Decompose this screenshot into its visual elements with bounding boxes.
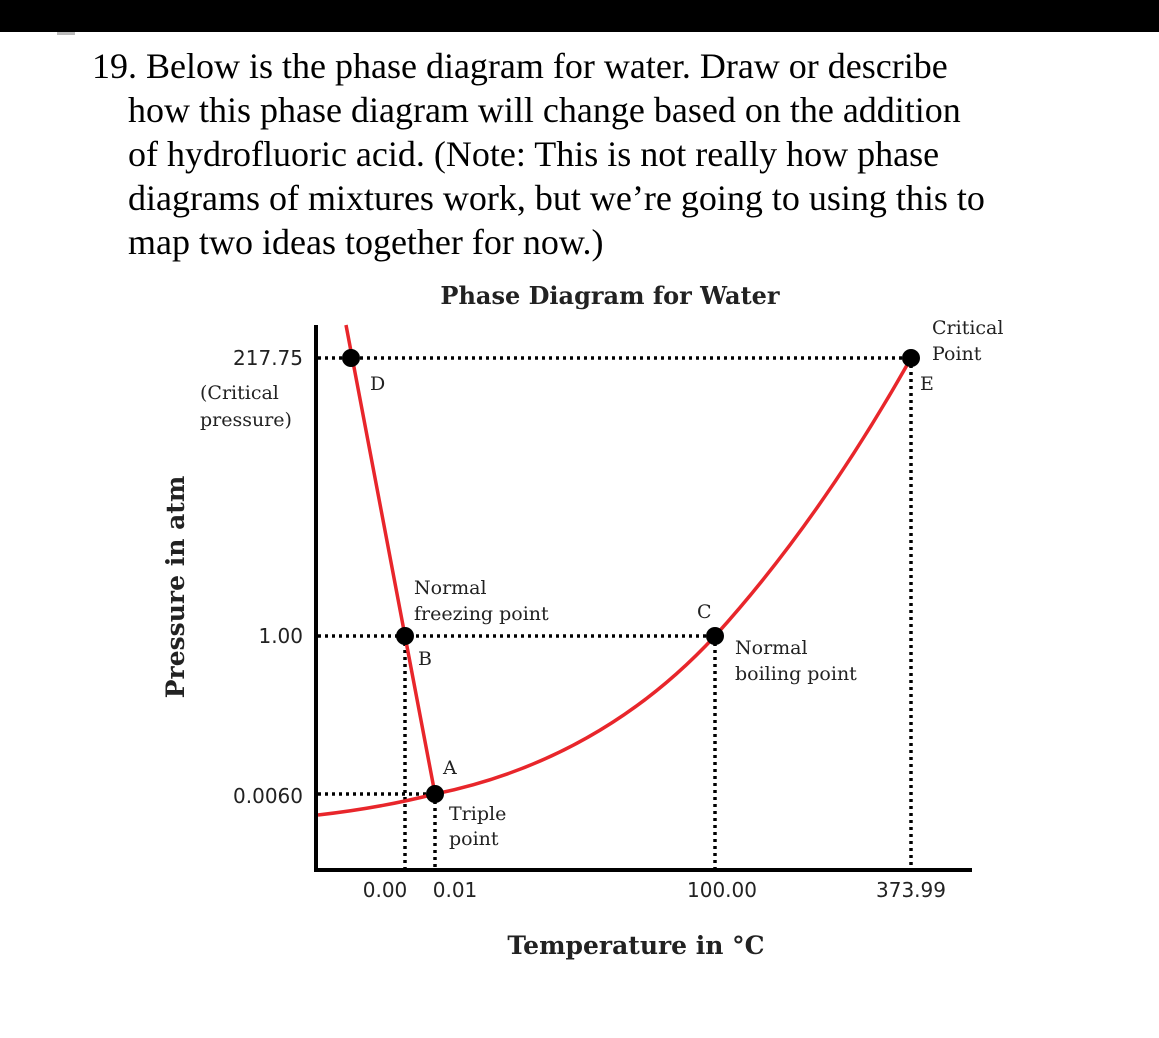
- point-c: [706, 627, 724, 645]
- question-line: 19. Below is the phase diagram for water…: [92, 46, 948, 86]
- letter-e: E: [920, 373, 934, 395]
- freezing-point-label: freezing point: [414, 603, 549, 625]
- letter-c: C: [697, 601, 712, 623]
- letter-a: A: [442, 757, 457, 779]
- point-a: [426, 785, 444, 803]
- boiling-point-label: Normal: [735, 637, 808, 659]
- critical-point-label: Critical: [932, 317, 1003, 339]
- guide-lines: [318, 356, 913, 868]
- point-b: [396, 627, 414, 645]
- point-e: [902, 349, 920, 367]
- y-tick: 1.00: [258, 624, 303, 648]
- critical-point-label: Point: [932, 343, 982, 365]
- y-tick: 217.75: [233, 346, 303, 370]
- boiling-point-label: boiling point: [735, 663, 857, 685]
- triple-point-label: Triple: [449, 803, 506, 825]
- x-tick: 0.00: [363, 878, 408, 902]
- solid-liquid-curve: [344, 324, 437, 795]
- page-marker: [57, 32, 75, 35]
- point-d: [342, 349, 360, 367]
- letter-d: D: [370, 373, 385, 395]
- x-tick: 0.01: [433, 878, 478, 902]
- question-line: how this phase diagram will change based…: [128, 90, 961, 130]
- question-text: 19. Below is the phase diagram for water…: [92, 44, 1092, 264]
- question-line: map two ideas together for now.): [128, 222, 604, 262]
- question-line: diagrams of mixtures work, but we’re goi…: [128, 178, 985, 218]
- triple-point-label: point: [449, 828, 499, 850]
- question-line: of hydrofluoric acid. (Note: This is not…: [128, 134, 940, 174]
- y-axis-label: Pressure in atm: [161, 476, 190, 699]
- axes: [314, 325, 972, 872]
- x-tick: 100.00: [687, 878, 757, 902]
- y-tick: 0.0060: [233, 784, 303, 808]
- y-tick-note: (Critical: [200, 382, 279, 404]
- vapor-curve: [317, 357, 913, 817]
- x-axis-label: Temperature in °C: [507, 931, 764, 960]
- freezing-point-label: Normal: [414, 577, 487, 599]
- y-tick-note: pressure): [200, 409, 292, 431]
- diagram-title: Phase Diagram for Water: [440, 281, 779, 310]
- x-tick: 373.99: [876, 878, 946, 902]
- top-bar: [0, 0, 1159, 32]
- letter-b: B: [418, 648, 432, 670]
